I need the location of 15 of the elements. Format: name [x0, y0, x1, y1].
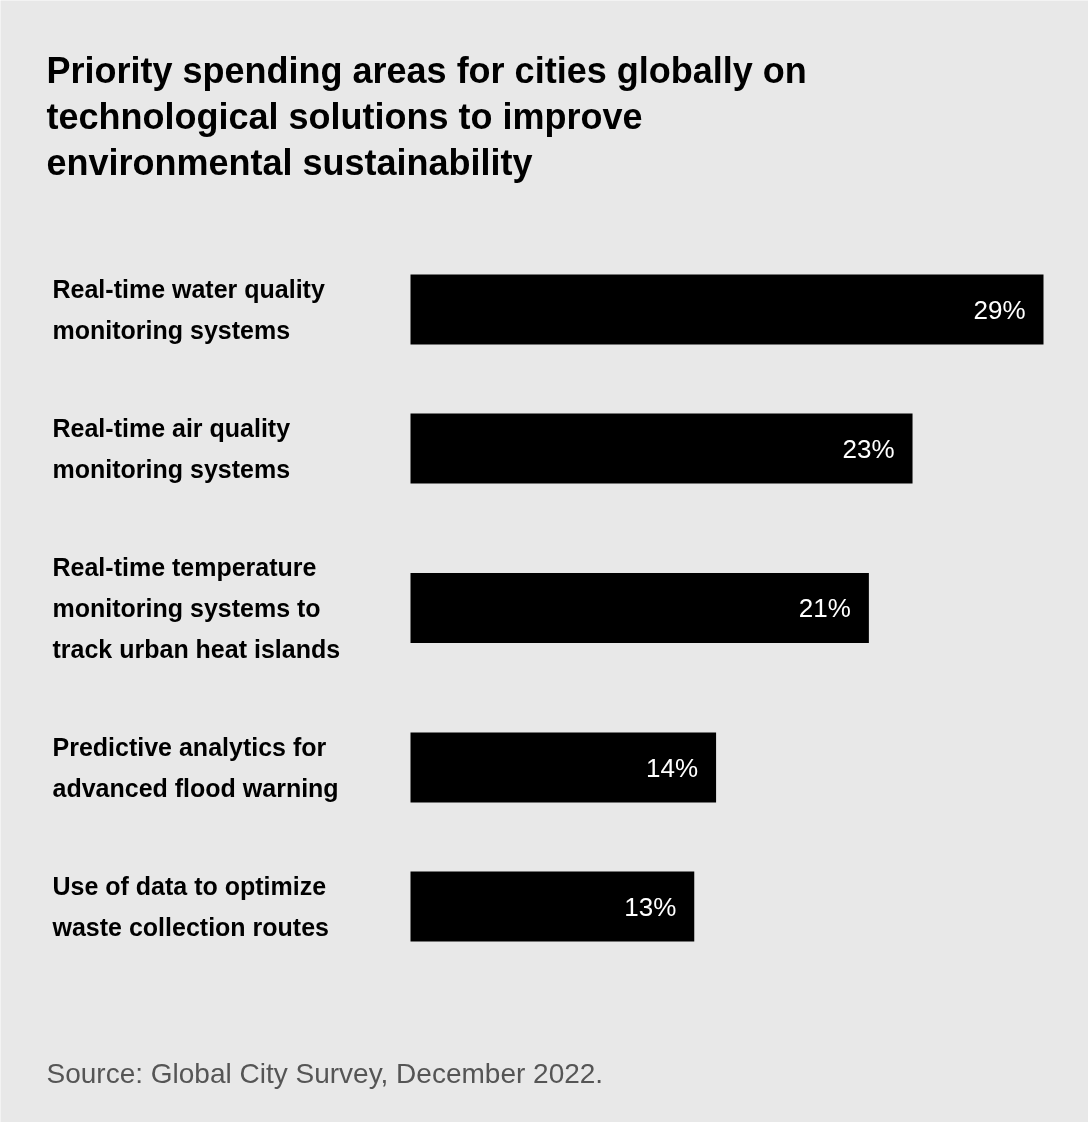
data-label: 13%	[624, 891, 677, 922]
y-tick-label: Real-time temperature monitoring systems to track urban heat islands	[52, 553, 341, 663]
y-tick-label: Real-time air quality monitoring systems	[52, 414, 291, 483]
y-tick-label: Predictive analytics for advanced flood warning	[52, 733, 339, 802]
y-tick-label: Real-time water quality monitoring systems	[52, 275, 325, 344]
data-label: 23%	[842, 433, 895, 464]
data-label: 29%	[973, 294, 1026, 325]
data-label: 21%	[798, 593, 851, 623]
bar	[410, 871, 695, 942]
source-note: Source: Global City Survey, December 2022.	[46, 1058, 604, 1089]
bar	[410, 573, 869, 643]
y-tick-label: Use of data to optimize waste collection routes	[51, 872, 329, 941]
chart-title: Priority spending areas for cities globally on technological solutions to improve environmental sustainability	[46, 50, 807, 183]
data-label: 14%	[646, 752, 699, 783]
bar	[410, 274, 1044, 345]
